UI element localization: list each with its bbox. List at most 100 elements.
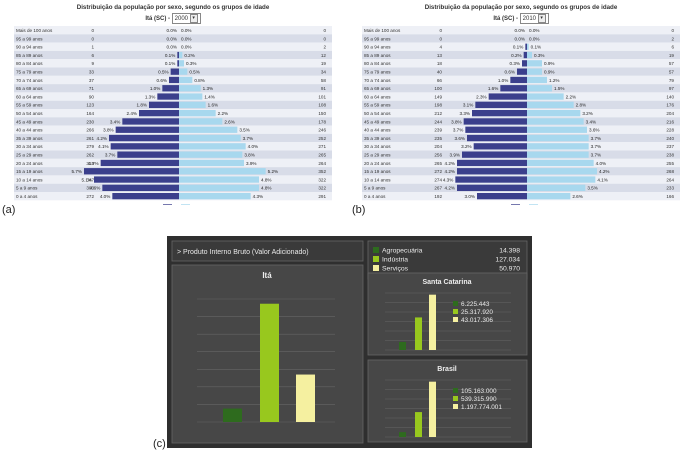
- pib-header-box: [171, 240, 364, 262]
- women-count-label: 352: [318, 169, 326, 174]
- row-band: [362, 50, 680, 60]
- pyramid-subtitle: Itá (SC) - 2000 ▾: [14, 13, 332, 24]
- age-group-label: 45 a 49 anos: [364, 119, 391, 124]
- men-bar: [109, 134, 179, 142]
- men-bar: [162, 85, 179, 92]
- men-pct-label: 3.3%: [460, 111, 470, 116]
- mini-bar-agropecuaria: [399, 341, 406, 350]
- mini-bar-industria: [415, 317, 422, 350]
- age-group-label: 15 a 19 anos: [364, 169, 391, 174]
- women-pct-label: 3.6%: [589, 128, 599, 133]
- men-pct-label: 1.3%: [145, 94, 155, 99]
- mini-legend-value: 105.163.000: [461, 388, 497, 395]
- legend-women-swatch: [529, 204, 538, 205]
- women-bar: [179, 60, 184, 67]
- year-select[interactable]: 2010 ▾: [519, 13, 549, 24]
- men-count-label: 100: [434, 86, 442, 91]
- women-bar: [527, 151, 589, 158]
- women-count-label: 140: [666, 94, 674, 99]
- year-select[interactable]: 2000 ▾: [171, 13, 201, 24]
- women-count-label: 79: [669, 78, 675, 83]
- men-bar: [102, 184, 179, 191]
- men-bar: [467, 134, 527, 142]
- age-group-label: 85 a 89 anos: [16, 53, 43, 58]
- men-count-label: 315: [86, 161, 94, 166]
- chevron-down-icon[interactable]: ▾: [537, 14, 546, 23]
- men-bar: [500, 85, 527, 92]
- women-pct-label: 0.2%: [184, 53, 194, 58]
- men-pct-label: 3.8%: [103, 128, 113, 133]
- men-count-label: 262: [86, 153, 94, 158]
- women-bar: [179, 159, 244, 167]
- women-pct-label: 0.9%: [544, 70, 554, 75]
- women-pct-label: 0.0%: [181, 45, 191, 50]
- panel-label-b: (b): [352, 204, 366, 216]
- men-pct-label: 0.6%: [157, 78, 167, 83]
- men-pct-label: 0.0%: [515, 36, 525, 41]
- pib-bar-servicos: [296, 374, 315, 422]
- women-pct-label: 3.7%: [591, 136, 601, 141]
- men-count-label: 272: [86, 194, 94, 199]
- men-pct-label: 3.0%: [465, 194, 475, 199]
- women-count-label: 240: [666, 136, 674, 141]
- age-group-label: 55 a 59 anos: [16, 103, 43, 108]
- age-group-label: 95 a 99 anos: [16, 36, 43, 41]
- men-pct-label: 3.7%: [105, 153, 115, 158]
- men-bar: [462, 151, 527, 158]
- women-count-label: 291: [318, 194, 326, 199]
- men-bar: [100, 159, 179, 167]
- women-bar: [179, 193, 251, 200]
- women-bar: [179, 126, 238, 133]
- mini-legend-value: 6.225.443: [461, 301, 490, 308]
- women-pct-label: 0.5%: [189, 70, 199, 75]
- men-pct-label: 1.0%: [498, 78, 508, 83]
- age-group-label: 35 a 39 anos: [364, 136, 391, 141]
- women-pct-label: 1.4%: [204, 94, 214, 99]
- men-bar: [525, 43, 527, 50]
- men-count-label: 164: [86, 111, 94, 116]
- age-group-label: 95 a 99 anos: [364, 36, 391, 41]
- age-group-label: 35 a 39 anos: [16, 136, 43, 141]
- women-bar: [179, 76, 193, 84]
- women-count-label: 57: [669, 61, 675, 66]
- men-bar: [170, 68, 179, 75]
- men-pct-label: 4.2%: [445, 169, 455, 174]
- panel-label-c: (c): [153, 438, 166, 450]
- men-count-label: 71: [89, 86, 95, 91]
- chevron-down-icon[interactable]: ▾: [189, 14, 198, 23]
- women-bar: [179, 151, 243, 158]
- men-pct-label: 2.3%: [476, 94, 486, 99]
- age-group-label: 40 a 44 anos: [16, 128, 43, 133]
- men-bar: [177, 60, 179, 67]
- men-count-label: 90: [89, 94, 95, 99]
- women-count-label: 0: [671, 28, 674, 33]
- men-pct-label: 3.1%: [463, 103, 473, 108]
- pyramid-title: Distribuição da população por sexo, segu…: [424, 4, 618, 11]
- women-count-label: 271: [318, 144, 326, 149]
- women-pct-label: 0.3%: [186, 61, 196, 66]
- women-count-label: 2: [671, 36, 674, 41]
- men-pct-label: 3.8%: [451, 119, 461, 124]
- age-group-label: 20 a 24 anos: [364, 161, 391, 166]
- women-count-label: 322: [318, 186, 326, 191]
- women-pct-label: 4.8%: [261, 186, 271, 191]
- age-group-label: 0 a 4 anos: [364, 194, 386, 199]
- pyramid-title: Distribuição da população por sexo, segu…: [76, 4, 270, 11]
- women-count-label: 91: [321, 86, 327, 91]
- year-value: 2010: [522, 16, 537, 23]
- mini-legend-value: 539.315.990: [461, 396, 497, 403]
- women-pct-label: 1.5%: [554, 86, 564, 91]
- mini-chart-title: Santa Catarina: [422, 279, 471, 286]
- men-count-label: 266: [86, 128, 94, 133]
- women-bar: [179, 134, 241, 142]
- age-group-label: 15 a 19 anos: [16, 169, 43, 174]
- pyramid-svg: Mais de 100 anos 0 0.0% 0.0% 0 95 a 99 anos 0 0…: [362, 26, 680, 205]
- legend-label: Agropecuária: [382, 248, 423, 255]
- legend-swatch: [373, 256, 379, 262]
- age-group-label: 20 a 24 anos: [16, 161, 43, 166]
- women-bar: [527, 60, 542, 67]
- pyramid-subtitle: Itá (SC) - 2010 ▾: [362, 13, 680, 24]
- women-count-label: 108: [318, 103, 326, 108]
- men-count-label: 13: [437, 53, 443, 58]
- row-band: [14, 59, 332, 68]
